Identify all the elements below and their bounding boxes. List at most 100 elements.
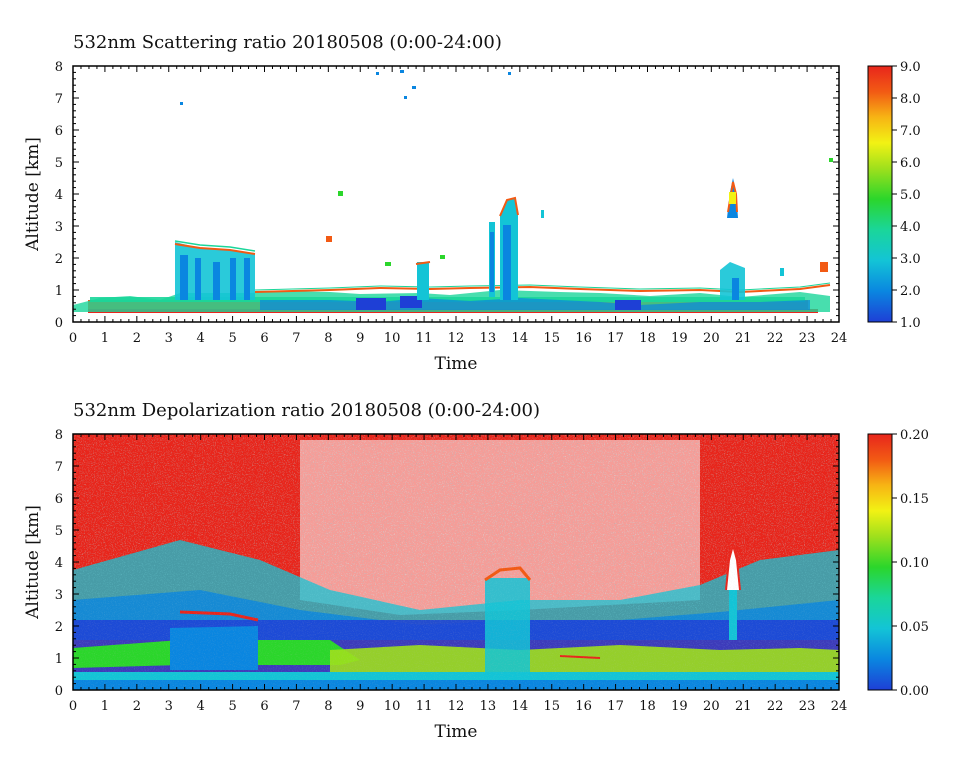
y-ticks-depolarization: 0 1 2 3 4 5 6 7 8 bbox=[55, 428, 839, 699]
x-tick-label: 17 bbox=[607, 699, 624, 714]
heatmap-depolarization bbox=[73, 434, 839, 690]
x-tick-label: 21 bbox=[735, 699, 752, 714]
x-tick-label: 20 bbox=[703, 699, 720, 714]
x-tick-label: 1 bbox=[101, 331, 109, 346]
colorbar-gradient-scattering bbox=[867, 65, 893, 323]
x-tick-label: 2 bbox=[133, 699, 141, 714]
colorbar-tick-label: 0.15 bbox=[900, 492, 929, 507]
colorbar-gradient-depolarization bbox=[867, 433, 893, 691]
x-tick-label: 22 bbox=[767, 699, 784, 714]
panel-depolarization-ratio: 532nm Depolarization ratio 20180508 (0:0… bbox=[23, 400, 929, 742]
y-tick-label: 4 bbox=[55, 188, 63, 203]
colorbar-tick-label: 0.20 bbox=[900, 428, 929, 443]
colorbar-depolarization: 0.00 0.05 0.10 0.15 0.20 bbox=[867, 428, 929, 699]
x-ticks-depolarization: 0 1 2 3 4 5 6 7 8 9 10 11 12 13 14 15 16 17 18 19 20 21 22 23 24 bbox=[69, 434, 847, 714]
x-tick-label: 15 bbox=[543, 331, 560, 346]
colorbar-tick-label: 0.10 bbox=[900, 556, 929, 571]
x-tick-label: 4 bbox=[197, 699, 205, 714]
colorbar-ticks-depolarization: 0.00 0.05 0.10 0.15 0.20 bbox=[892, 428, 929, 699]
heatmap-scattering bbox=[73, 66, 839, 322]
x-tick-label: 16 bbox=[575, 699, 592, 714]
x-tick-label: 9 bbox=[356, 699, 364, 714]
x-tick-label: 16 bbox=[575, 331, 592, 346]
y-axis-label-depolarization: Altitude [km] bbox=[23, 505, 43, 620]
y-tick-label: 6 bbox=[55, 124, 63, 139]
y-axis-label-scattering: Altitude [km] bbox=[23, 137, 43, 252]
x-tick-label: 23 bbox=[799, 331, 816, 346]
colorbar-tick-label: 8.0 bbox=[900, 92, 921, 107]
x-tick-label: 23 bbox=[799, 699, 816, 714]
x-tick-label: 6 bbox=[260, 699, 268, 714]
x-tick-label: 24 bbox=[831, 699, 848, 714]
x-tick-label: 13 bbox=[480, 331, 497, 346]
colorbar-tick-label: 0.05 bbox=[900, 620, 929, 635]
x-tick-label: 19 bbox=[671, 331, 688, 346]
x-tick-label: 18 bbox=[639, 699, 656, 714]
x-tick-label: 3 bbox=[165, 331, 173, 346]
x-tick-label: 10 bbox=[384, 699, 401, 714]
colorbar-tick-label: 7.0 bbox=[900, 124, 921, 139]
x-ticks-scattering: 0 1 2 3 4 5 6 7 8 9 10 11 12 13 14 15 16 17 18 19 20 21 22 23 24 bbox=[69, 66, 847, 346]
x-tick-label: 11 bbox=[416, 699, 433, 714]
y-tick-label: 7 bbox=[55, 92, 63, 107]
x-tick-label: 2 bbox=[133, 331, 141, 346]
x-tick-label: 17 bbox=[607, 331, 624, 346]
x-tick-label: 5 bbox=[228, 699, 236, 714]
colorbar-tick-label: 6.0 bbox=[900, 156, 921, 171]
y-tick-label: 3 bbox=[55, 220, 63, 235]
x-tick-label: 14 bbox=[512, 699, 529, 714]
x-tick-label: 3 bbox=[165, 699, 173, 714]
x-tick-label: 6 bbox=[260, 331, 268, 346]
x-tick-label: 12 bbox=[448, 699, 465, 714]
x-tick-label: 7 bbox=[292, 331, 300, 346]
chart-title-scattering: 532nm Scattering ratio 20180508 (0:00-24… bbox=[73, 32, 502, 53]
x-axis-label-scattering: Time bbox=[435, 354, 478, 374]
x-tick-label: 0 bbox=[69, 699, 77, 714]
y-tick-label: 0 bbox=[55, 684, 63, 699]
y-tick-label: 1 bbox=[55, 284, 63, 299]
x-tick-label: 20 bbox=[703, 331, 720, 346]
y-tick-label: 8 bbox=[55, 428, 63, 443]
y-tick-label: 5 bbox=[55, 524, 63, 539]
colorbar-scattering: 1.0 2.0 3.0 4.0 5.0 6.0 7.0 8.0 9.0 bbox=[867, 60, 921, 331]
x-tick-label: 15 bbox=[543, 699, 560, 714]
y-tick-label: 1 bbox=[55, 652, 63, 667]
colorbar-tick-label: 5.0 bbox=[900, 188, 921, 203]
x-tick-label: 13 bbox=[480, 699, 497, 714]
chart-title-depolarization: 532nm Depolarization ratio 20180508 (0:0… bbox=[73, 400, 540, 421]
x-tick-label: 21 bbox=[735, 331, 752, 346]
x-tick-label: 24 bbox=[831, 331, 848, 346]
y-tick-label: 0 bbox=[55, 316, 63, 331]
colorbar-tick-label: 1.0 bbox=[900, 316, 921, 331]
x-tick-label: 5 bbox=[228, 331, 236, 346]
panel-scattering-ratio: 532nm Scattering ratio 20180508 (0:00-24… bbox=[23, 32, 921, 374]
y-tick-label: 2 bbox=[55, 620, 63, 635]
x-tick-label: 7 bbox=[292, 699, 300, 714]
x-tick-label: 4 bbox=[197, 331, 205, 346]
y-tick-label: 7 bbox=[55, 460, 63, 475]
colorbar-tick-label: 4.0 bbox=[900, 220, 921, 235]
x-tick-label: 8 bbox=[324, 699, 332, 714]
colorbar-tick-label: 9.0 bbox=[900, 60, 921, 75]
y-tick-label: 2 bbox=[55, 252, 63, 267]
x-tick-label: 9 bbox=[356, 331, 364, 346]
y-tick-label: 5 bbox=[55, 156, 63, 171]
y-tick-label: 6 bbox=[55, 492, 63, 507]
x-tick-label: 10 bbox=[384, 331, 401, 346]
x-tick-label: 12 bbox=[448, 331, 465, 346]
x-tick-label: 11 bbox=[416, 331, 433, 346]
x-tick-label: 22 bbox=[767, 331, 784, 346]
x-tick-label: 14 bbox=[512, 331, 529, 346]
x-tick-label: 19 bbox=[671, 699, 688, 714]
colorbar-ticks-scattering: 1.0 2.0 3.0 4.0 5.0 6.0 7.0 8.0 9.0 bbox=[892, 60, 921, 331]
y-tick-label: 8 bbox=[55, 60, 63, 75]
x-tick-label: 8 bbox=[324, 331, 332, 346]
y-ticks-scattering: 0 1 2 3 4 5 6 7 8 bbox=[55, 60, 839, 331]
x-tick-label: 0 bbox=[69, 331, 77, 346]
y-tick-label: 3 bbox=[55, 588, 63, 603]
x-tick-label: 18 bbox=[639, 331, 656, 346]
colorbar-tick-label: 0.00 bbox=[900, 684, 929, 699]
x-axis-label-depolarization: Time bbox=[435, 722, 478, 742]
colorbar-tick-label: 3.0 bbox=[900, 252, 921, 267]
y-tick-label: 4 bbox=[55, 556, 63, 571]
